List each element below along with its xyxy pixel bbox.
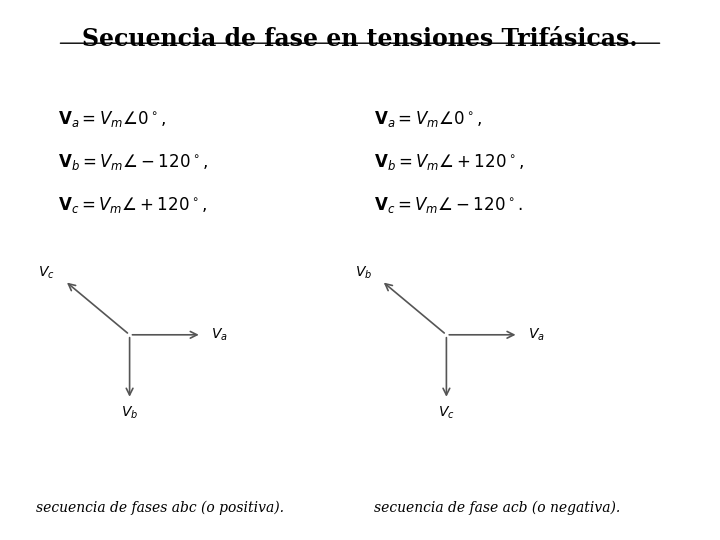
Text: Secuencia de fase en tensiones Trifásicas.: Secuencia de fase en tensiones Trifásica… [82,27,638,51]
Text: $V_b$: $V_b$ [355,265,372,281]
Text: $\mathbf{V}_c = V_m \angle -120^\circ.$: $\mathbf{V}_c = V_m \angle -120^\circ.$ [374,195,523,215]
Text: secuencia de fase acb (o negativa).: secuencia de fase acb (o negativa). [374,501,621,515]
Text: $V_c$: $V_c$ [438,405,455,421]
Text: $\mathbf{V}_c = V_m \angle +120^\circ,$: $\mathbf{V}_c = V_m \angle +120^\circ,$ [58,195,207,215]
Text: $V_c$: $V_c$ [38,265,55,281]
Text: secuencia de fases abc (o positiva).: secuencia de fases abc (o positiva). [36,501,284,515]
Text: $\mathbf{V}_a = V_m \angle 0^\circ,$: $\mathbf{V}_a = V_m \angle 0^\circ,$ [374,109,482,129]
Text: $\mathbf{V}_b = V_m \angle +120^\circ,$: $\mathbf{V}_b = V_m \angle +120^\circ,$ [374,152,524,172]
Text: $\mathbf{V}_b = V_m \angle -120^\circ,$: $\mathbf{V}_b = V_m \angle -120^\circ,$ [58,152,207,172]
Text: $V_a$: $V_a$ [528,327,545,343]
Text: $V_a$: $V_a$ [211,327,228,343]
Text: $V_b$: $V_b$ [121,405,138,421]
Text: $\mathbf{V}_a = V_m \angle 0^\circ,$: $\mathbf{V}_a = V_m \angle 0^\circ,$ [58,109,166,129]
